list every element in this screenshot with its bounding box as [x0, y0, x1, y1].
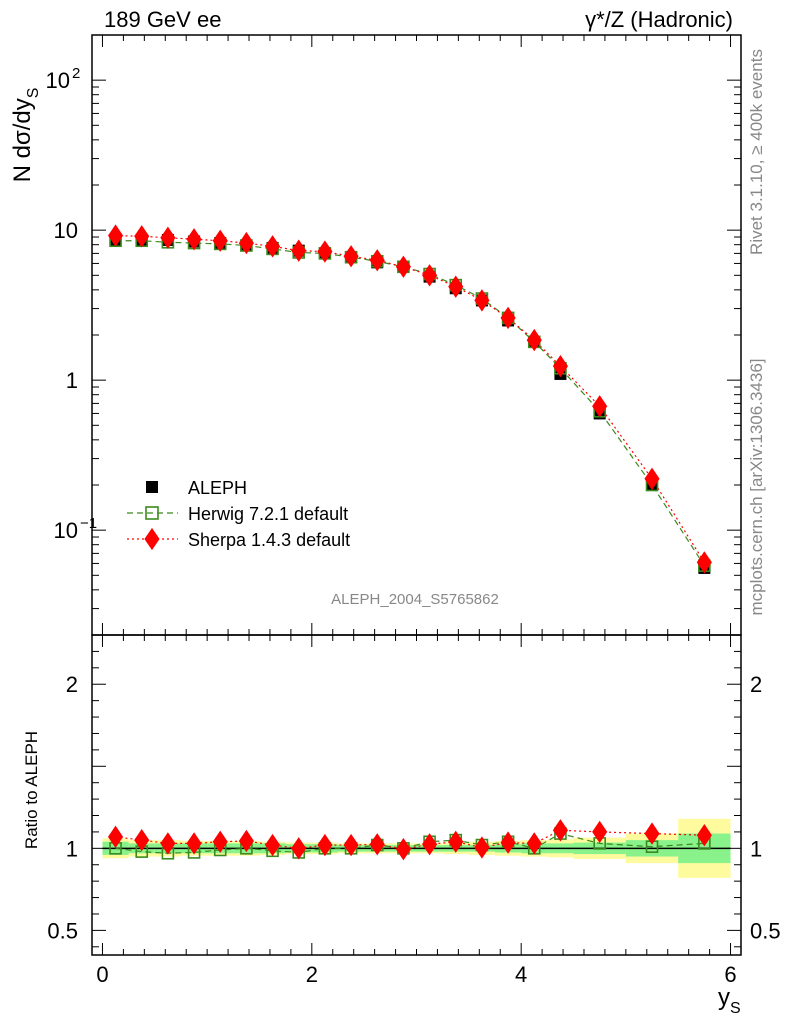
ratio-point-series-1 — [644, 822, 660, 845]
main-point-series-2 — [107, 224, 124, 247]
main-series-line-2 — [115, 234, 705, 563]
main-point-series-2 — [265, 235, 281, 258]
legend-marker-1 — [145, 506, 159, 520]
ratio-y-tick-label-right: 1 — [750, 836, 762, 861]
ratio-point-series-1 — [422, 833, 438, 856]
ratio-y-axis-label: Ratio to ALEPH — [22, 731, 41, 849]
y-tick-label-1: 1 — [66, 368, 78, 393]
x-axis-label: yS — [718, 984, 741, 1017]
ratio-y-tick-label-right: 0.5 — [750, 918, 781, 943]
legend-marker-2 — [144, 527, 160, 551]
x-tick-label: 0 — [96, 962, 108, 987]
main-point-series-2 — [552, 354, 568, 378]
main-point-series-2 — [343, 245, 359, 268]
y-tick-label-10: 10 — [54, 218, 78, 243]
ratio-series-line-1 — [115, 829, 705, 850]
ratio-point-series-1 — [317, 833, 333, 857]
main-point-series-2 — [212, 229, 228, 252]
main-point-series-2 — [474, 289, 490, 312]
ratio-panel-frame — [91, 634, 742, 956]
main-point-series-2 — [395, 255, 411, 278]
ratio-point-series-1 — [160, 832, 176, 855]
x-tick-label: 6 — [724, 962, 736, 987]
main-point-series-2 — [291, 239, 307, 262]
main-point-series-2 — [592, 395, 608, 418]
ratio-point-series-1 — [526, 832, 542, 855]
main-point-series-2 — [317, 240, 333, 263]
ratio-point-series-1 — [369, 833, 385, 856]
ratio-y-tick-label-left: 1 — [66, 836, 78, 861]
ratio-point-series-1 — [107, 825, 124, 849]
ratio-point-series-1 — [212, 830, 228, 853]
x-tick-label: 2 — [306, 962, 318, 987]
ratio-point-series-1 — [291, 837, 307, 860]
legend-label-2: Sherpa 1.4.3 default — [188, 530, 350, 550]
ratio-point-series-1 — [134, 828, 150, 852]
main-y-axis-label: N dσ/dyS — [9, 88, 42, 183]
ratio-y-tick-label-left: 0.5 — [47, 918, 78, 943]
main-point-series-2 — [186, 228, 202, 251]
ratio-point-series-1 — [343, 833, 359, 857]
ratio-point-series-1 — [186, 832, 202, 855]
header-left-label: 189 GeV ee — [104, 7, 221, 32]
ratio-point-series-1 — [265, 833, 281, 857]
ratio-point-series-1 — [238, 829, 254, 853]
ratio-point-series-1 — [696, 824, 712, 847]
header-right-label: γ*/Z (Hadronic) — [585, 7, 733, 32]
y-tick-label-100-exponent: 2 — [72, 65, 80, 82]
main-point-series-2 — [696, 551, 712, 574]
ratio-y-tick-label-right: 2 — [750, 672, 762, 697]
y-tick-label-0.1: 10 — [54, 518, 78, 543]
main-point-series-2 — [369, 249, 385, 272]
ratio-point-series-1 — [552, 819, 568, 842]
main-point-series-2 — [448, 275, 464, 298]
legend-label-0: ALEPH — [188, 478, 247, 498]
ratio-point-series-1 — [448, 830, 464, 853]
side-source-text: mcplots.cern.ch [arXiv:1306.3436] — [747, 358, 766, 615]
main-point-series-2 — [134, 225, 150, 248]
ratio-point-series-1 — [395, 837, 411, 861]
ratio-point-series-1 — [592, 820, 608, 844]
main-point-series-2 — [526, 328, 542, 352]
main-point-series-2 — [422, 264, 438, 287]
main-point-series-2 — [500, 306, 516, 330]
ratio-y-tick-label-left: 2 — [66, 672, 78, 697]
side-version-text: Rivet 3.1.10, ≥ 400k events — [747, 49, 766, 255]
main-point-series-2 — [160, 226, 176, 249]
main-point-series-2 — [644, 467, 660, 490]
analysis-watermark: ALEPH_2004_S5765862 — [331, 591, 499, 608]
legend-marker-0 — [146, 481, 158, 493]
x-tick-label: 4 — [515, 962, 527, 987]
ratio-point-series-1 — [500, 831, 516, 854]
legend-label-1: Herwig 7.2.1 default — [188, 504, 348, 524]
y-tick-label-0.1-exponent: −1 — [80, 515, 97, 532]
ratio-point-series-1 — [474, 836, 490, 859]
main-point-series-2 — [238, 231, 254, 255]
y-tick-label-100: 10 — [46, 68, 70, 93]
